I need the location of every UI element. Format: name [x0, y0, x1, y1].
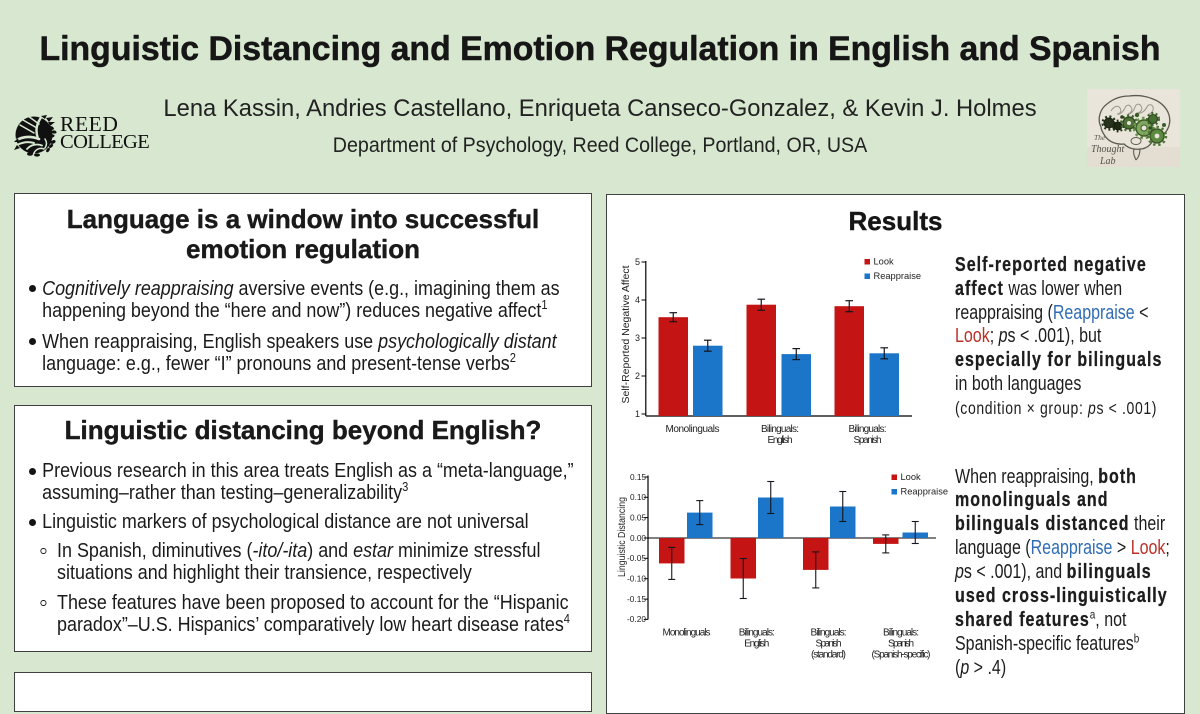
svg-text:English: English: [744, 639, 769, 650]
svg-text:2: 2: [635, 371, 640, 381]
svg-text:4: 4: [635, 295, 640, 305]
svg-text:Self-Reported Negative Affect: Self-Reported Negative Affect: [620, 265, 632, 403]
svg-text:Monolinguals: Monolinguals: [666, 424, 720, 435]
svg-text:Reappraise: Reappraise: [874, 271, 922, 281]
svg-text:Lab: Lab: [1099, 156, 1116, 167]
svg-text:0.05: 0.05: [630, 512, 646, 522]
svg-text:Monolinguals: Monolinguals: [663, 628, 711, 639]
svg-text:Bilinguals:: Bilinguals:: [849, 424, 887, 435]
svg-text:Spanish: Spanish: [888, 639, 914, 650]
svg-text:Bilinguals:: Bilinguals:: [811, 628, 847, 639]
svg-text:Bilinguals:: Bilinguals:: [761, 424, 799, 435]
svg-text:Bilinguals:: Bilinguals:: [739, 628, 775, 639]
svg-text:Spanish: Spanish: [816, 639, 842, 650]
svg-text:-0.15: -0.15: [627, 594, 646, 604]
svg-text:Look: Look: [901, 472, 922, 482]
svg-text:Look: Look: [874, 257, 895, 267]
svg-text:(Spanish-specific): (Spanish-specific): [872, 650, 931, 661]
svg-text:-0.05: -0.05: [627, 553, 646, 563]
svg-text:English: English: [768, 435, 793, 446]
svg-text:Reappraise: Reappraise: [901, 487, 949, 497]
svg-text:3: 3: [635, 333, 640, 343]
svg-text:(standard): (standard): [811, 650, 846, 661]
svg-text:0.15: 0.15: [630, 472, 646, 482]
svg-text:0.10: 0.10: [630, 492, 646, 502]
svg-text:-0.20: -0.20: [627, 614, 646, 624]
svg-text:Spanish: Spanish: [854, 435, 882, 446]
svg-text:1: 1: [635, 409, 640, 419]
svg-text:-0.10: -0.10: [627, 574, 646, 584]
svg-text:5: 5: [635, 257, 640, 267]
svg-text:Bilinguals:: Bilinguals:: [883, 628, 919, 639]
svg-text:0.00: 0.00: [630, 533, 646, 543]
svg-text:Linguistic Distancing: Linguistic Distancing: [617, 497, 628, 577]
svg-text:Thought: Thought: [1091, 144, 1125, 155]
svg-text:The: The: [1094, 133, 1106, 142]
